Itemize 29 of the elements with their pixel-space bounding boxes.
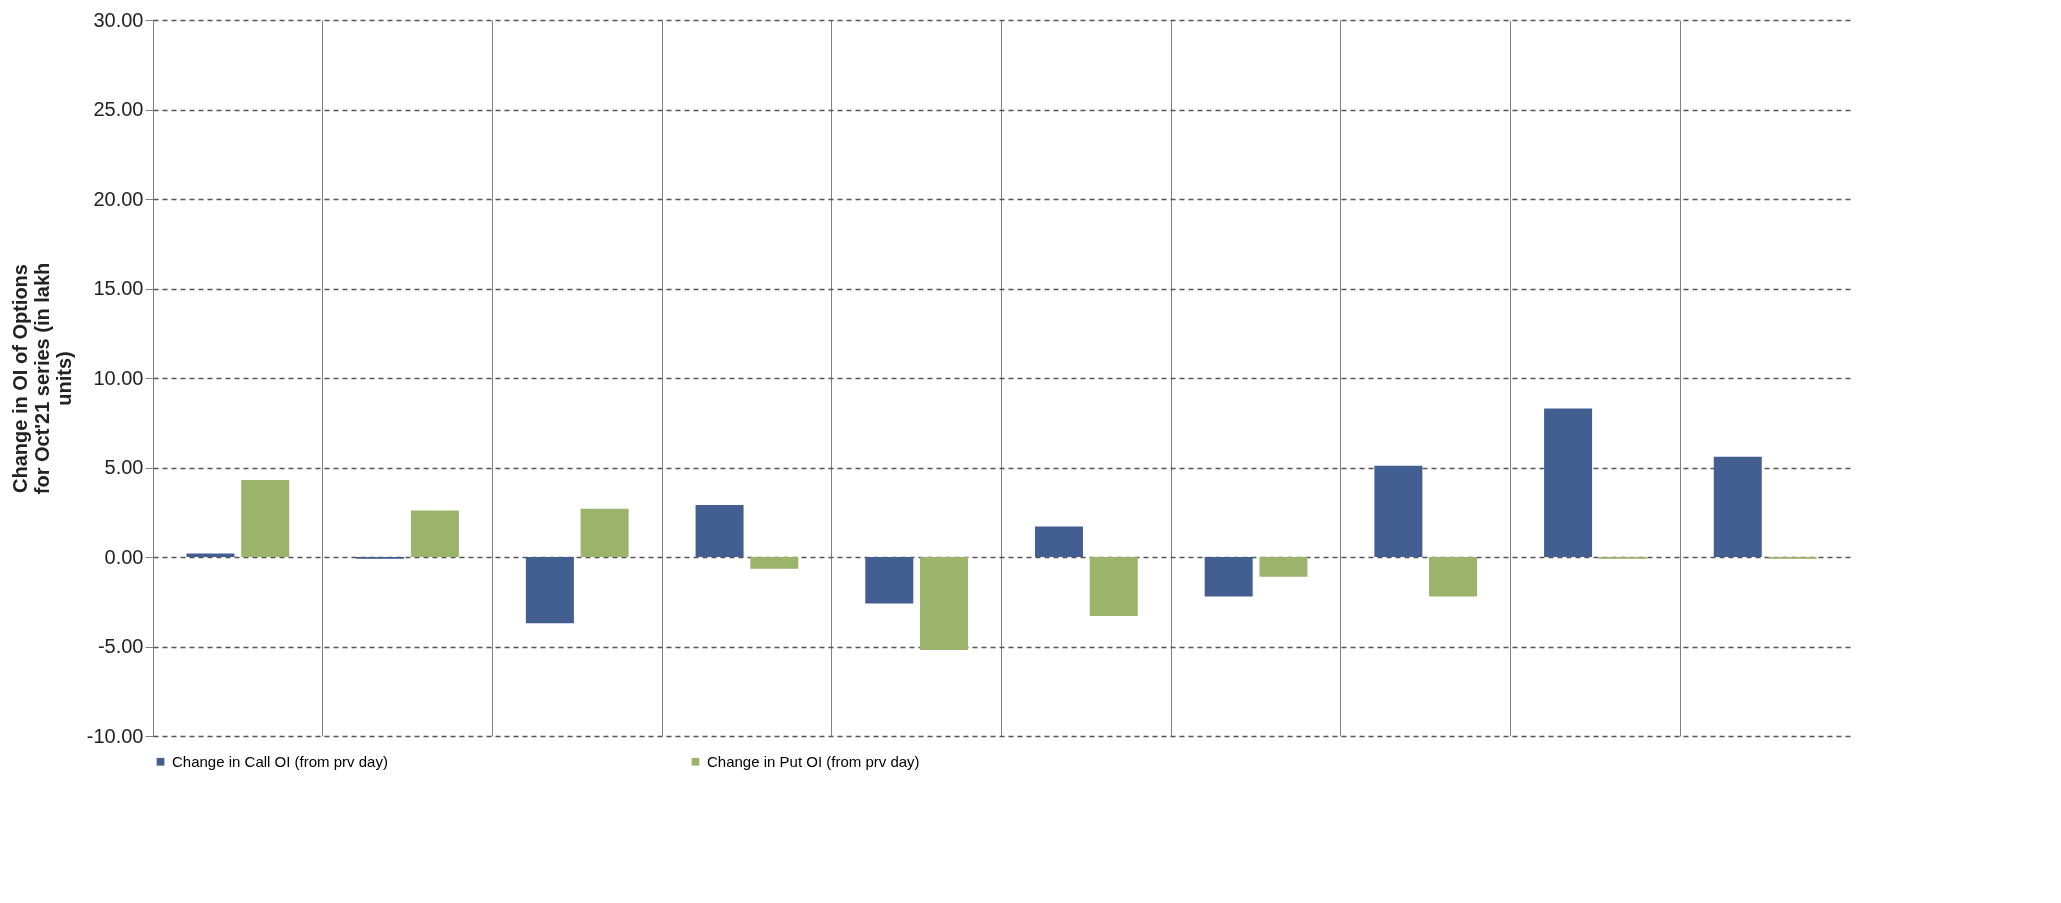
bar bbox=[1544, 408, 1593, 557]
bar bbox=[1713, 456, 1762, 557]
bar bbox=[695, 505, 744, 557]
y-tick-label: 20.00 bbox=[93, 187, 144, 210]
y-tick-label: 5.00 bbox=[104, 456, 144, 478]
bar bbox=[186, 553, 235, 557]
bar bbox=[1429, 557, 1478, 597]
bar bbox=[410, 510, 459, 557]
y-tick-label: 30.00 bbox=[93, 8, 144, 31]
y-tick-label: 25.00 bbox=[93, 98, 144, 120]
bar bbox=[750, 557, 799, 569]
bar bbox=[1204, 557, 1253, 597]
bar bbox=[1374, 465, 1423, 557]
y-tick-label: 10.00 bbox=[93, 366, 144, 389]
bar bbox=[580, 508, 629, 557]
bar bbox=[1259, 557, 1308, 577]
bar bbox=[1034, 526, 1083, 557]
bar bbox=[525, 557, 574, 624]
legend-label: Change in Put OI (from prv day) bbox=[707, 752, 920, 770]
bar bbox=[865, 557, 914, 604]
y-tick-label: -5.00 bbox=[97, 635, 144, 657]
y-tick-label: 0.00 bbox=[104, 545, 144, 568]
bar bbox=[241, 480, 290, 557]
y-tick-label: 15.00 bbox=[93, 277, 144, 299]
y-axis-title: Change in OI of Options for Oct'21 series (in lakh units) bbox=[8, 262, 75, 495]
y-tick-label: -10.00 bbox=[86, 724, 144, 747]
bar bbox=[920, 557, 969, 651]
bar bbox=[1089, 557, 1138, 617]
legend-label: Change in Call OI (from prv day) bbox=[172, 752, 388, 770]
